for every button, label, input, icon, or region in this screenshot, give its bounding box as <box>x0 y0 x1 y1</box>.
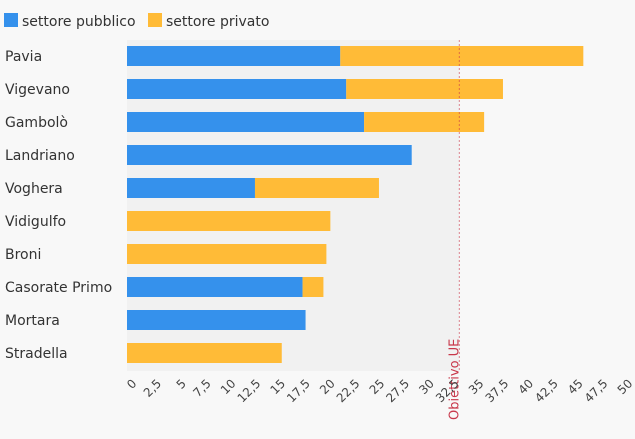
x-tick-label: 17,5 <box>284 376 313 405</box>
x-tick-label: 37,5 <box>483 376 512 405</box>
x-tick-label: 50 <box>615 376 635 397</box>
bar-pubblico <box>127 79 347 99</box>
category-label: Vigevano <box>5 82 70 98</box>
x-tick-label: 0 <box>124 376 139 391</box>
x-tick-label: 22,5 <box>334 376 363 405</box>
legend-label-1: settore privato <box>166 14 269 30</box>
bar-privato <box>346 79 503 99</box>
legend-label-0: settore pubblico <box>22 14 136 30</box>
bar-privato <box>127 244 327 264</box>
x-tick-label: 47,5 <box>582 376 611 405</box>
category-label: Mortara <box>5 313 60 329</box>
bar-privato <box>302 277 324 297</box>
bar-pubblico <box>127 178 255 198</box>
category-label: Pavia <box>5 49 42 65</box>
category-label: Landriano <box>5 148 75 164</box>
legend: settore pubblico settore privato <box>4 13 269 30</box>
x-tick-label: 2,5 <box>141 376 164 399</box>
bar-pubblico <box>127 46 341 66</box>
bar-pubblico <box>127 112 365 132</box>
bar-privato <box>340 46 584 66</box>
reference-line-label: Obiettivo UE <box>447 339 462 420</box>
category-labels: Pavia Vigevano Gambolò Landriano Voghera Vidi… <box>5 49 112 362</box>
bar-privato <box>364 112 485 132</box>
bars <box>127 46 584 363</box>
category-label: Casorate Primo <box>5 280 112 296</box>
legend-swatch-0 <box>4 13 18 27</box>
category-label: Stradella <box>5 346 68 362</box>
category-label: Vidigulfo <box>5 214 66 230</box>
x-tick-label: 7,5 <box>190 376 213 399</box>
bar-pubblico <box>127 145 412 165</box>
x-tick-label: 5 <box>174 376 189 391</box>
x-tick-label: 12,5 <box>235 376 264 405</box>
category-label: Gambolò <box>5 115 68 131</box>
x-tick-label: 27,5 <box>383 376 412 405</box>
bar-pubblico <box>127 277 303 297</box>
bar-pubblico <box>127 310 306 330</box>
legend-swatch-1 <box>148 13 162 27</box>
bar-privato <box>254 178 379 198</box>
bar-privato <box>127 211 331 231</box>
x-tick-label: 42,5 <box>532 376 561 405</box>
category-label: Voghera <box>5 181 63 197</box>
category-label: Broni <box>5 247 41 263</box>
bar-privato <box>127 343 282 363</box>
reference-line-group: Obiettivo UE <box>447 40 462 420</box>
